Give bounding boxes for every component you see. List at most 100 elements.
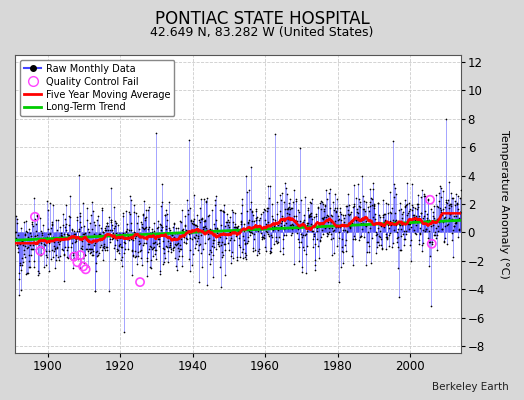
Point	[114, 243, 123, 250]
Point	[179, 226, 188, 232]
Point	[226, 235, 235, 242]
Point	[129, 252, 137, 258]
Point	[260, 217, 269, 224]
Point	[344, 210, 353, 217]
Point	[30, 233, 39, 240]
Point	[179, 233, 187, 240]
Point	[378, 245, 386, 252]
Point	[222, 219, 231, 226]
Point	[216, 264, 224, 270]
Point	[184, 228, 192, 235]
Point	[309, 228, 317, 234]
Point	[186, 235, 194, 242]
Point	[394, 244, 402, 250]
Point	[323, 230, 331, 236]
Point	[187, 230, 195, 236]
Point	[263, 229, 271, 235]
Point	[45, 237, 53, 243]
Point	[136, 240, 144, 246]
Point	[322, 196, 331, 202]
Point	[425, 239, 433, 245]
Point	[47, 256, 55, 262]
Point	[244, 238, 252, 245]
Point	[206, 226, 215, 232]
Point	[162, 243, 171, 249]
Point	[34, 272, 42, 278]
Point	[213, 230, 222, 236]
Point	[397, 226, 406, 232]
Point	[199, 224, 207, 230]
Point	[369, 186, 377, 192]
Point	[301, 194, 309, 200]
Point	[12, 212, 20, 219]
Point	[48, 220, 56, 227]
Point	[378, 211, 387, 218]
Point	[353, 214, 362, 220]
Point	[388, 244, 396, 250]
Point	[392, 238, 401, 245]
Point	[280, 224, 289, 231]
Point	[408, 202, 417, 208]
Point	[24, 270, 32, 277]
Point	[289, 216, 297, 222]
Point	[156, 271, 164, 277]
Point	[37, 252, 45, 258]
Point	[401, 231, 410, 238]
Point	[375, 242, 383, 248]
Point	[79, 231, 88, 237]
Point	[327, 236, 335, 242]
Point	[27, 221, 36, 227]
Point	[244, 234, 253, 240]
Point	[253, 252, 261, 259]
Point	[337, 248, 346, 254]
Point	[278, 213, 286, 220]
Point	[349, 204, 357, 210]
Point	[394, 226, 402, 232]
Point	[270, 217, 279, 224]
Point	[159, 245, 167, 251]
Point	[351, 215, 359, 221]
Point	[350, 203, 358, 209]
Point	[70, 239, 79, 246]
Point	[321, 225, 329, 232]
Point	[445, 205, 453, 211]
Point	[209, 252, 217, 259]
Point	[339, 212, 347, 218]
Point	[239, 237, 248, 243]
Point	[20, 242, 29, 249]
Point	[360, 233, 368, 240]
Point	[429, 208, 438, 215]
Point	[40, 264, 48, 270]
Point	[234, 235, 243, 241]
Point	[250, 218, 258, 225]
Point	[425, 228, 434, 234]
Point	[339, 249, 347, 256]
Point	[61, 244, 69, 250]
Point	[304, 205, 313, 212]
Point	[436, 205, 444, 211]
Point	[417, 210, 425, 216]
Point	[160, 254, 169, 261]
Point	[140, 240, 148, 246]
Point	[314, 205, 322, 212]
Point	[321, 202, 329, 208]
Point	[115, 230, 123, 237]
Point	[277, 196, 285, 203]
Point	[33, 232, 41, 238]
Point	[450, 223, 458, 229]
Point	[76, 252, 84, 258]
Point	[143, 258, 151, 264]
Point	[297, 231, 305, 238]
Point	[324, 229, 333, 236]
Point	[85, 229, 94, 236]
Point	[217, 284, 225, 291]
Point	[388, 205, 397, 211]
Point	[97, 235, 105, 242]
Point	[380, 224, 388, 230]
Point	[147, 265, 155, 272]
Point	[252, 207, 260, 214]
Point	[331, 205, 340, 211]
Point	[358, 215, 366, 221]
Point	[338, 244, 346, 250]
Point	[101, 225, 109, 232]
